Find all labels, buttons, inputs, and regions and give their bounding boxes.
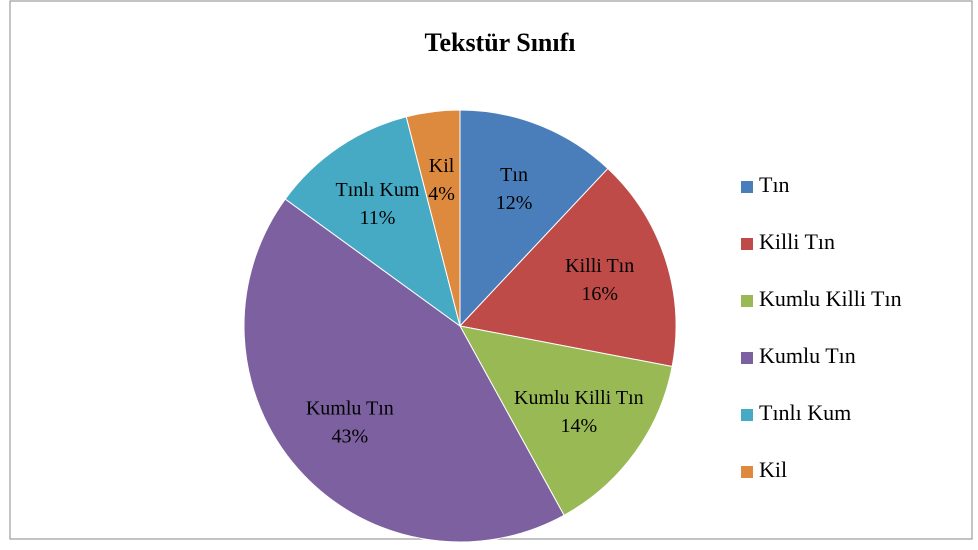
- legend-swatch: [741, 181, 753, 193]
- pie-slice: [459, 167, 677, 368]
- slice-value-label: 43%: [331, 426, 368, 448]
- legend-swatch: [741, 238, 753, 250]
- slice-value-label: 11%: [359, 207, 395, 229]
- pie-slice: [459, 325, 673, 516]
- legend-label: Killi Tın: [759, 229, 835, 254]
- legend-label: Kil: [759, 457, 787, 482]
- slice-label: Tınlı Kum: [335, 179, 419, 201]
- slice-value-label: 14%: [560, 415, 597, 437]
- pie-slice: [405, 109, 461, 327]
- legend-swatch: [741, 466, 753, 478]
- legend-label: Kumlu Killi Tın: [759, 286, 902, 311]
- legend-label: Tınlı Kum: [759, 400, 851, 425]
- legend-swatch: [741, 409, 753, 421]
- pie-slice: [284, 116, 461, 328]
- legend-swatch: [741, 295, 753, 307]
- pie-slice: [243, 198, 565, 543]
- slice-label: Kil: [429, 155, 455, 177]
- slice-value-label: 16%: [581, 283, 618, 305]
- legend-label: Kumlu Tın: [759, 343, 856, 368]
- legend-label: Tın: [759, 172, 790, 197]
- legend-swatch: [741, 352, 753, 364]
- pie-slice: [459, 109, 609, 328]
- slice-label: Kumlu Killi Tın: [514, 387, 644, 409]
- slice-label: Killi Tın: [565, 255, 634, 277]
- slice-label: Kumlu Tın: [306, 398, 394, 420]
- chart-title: Tekstür Sınıfı: [424, 28, 575, 57]
- slice-label: Tın: [500, 164, 528, 186]
- slice-value-label: 4%: [428, 183, 455, 205]
- slice-value-label: 12%: [496, 192, 533, 214]
